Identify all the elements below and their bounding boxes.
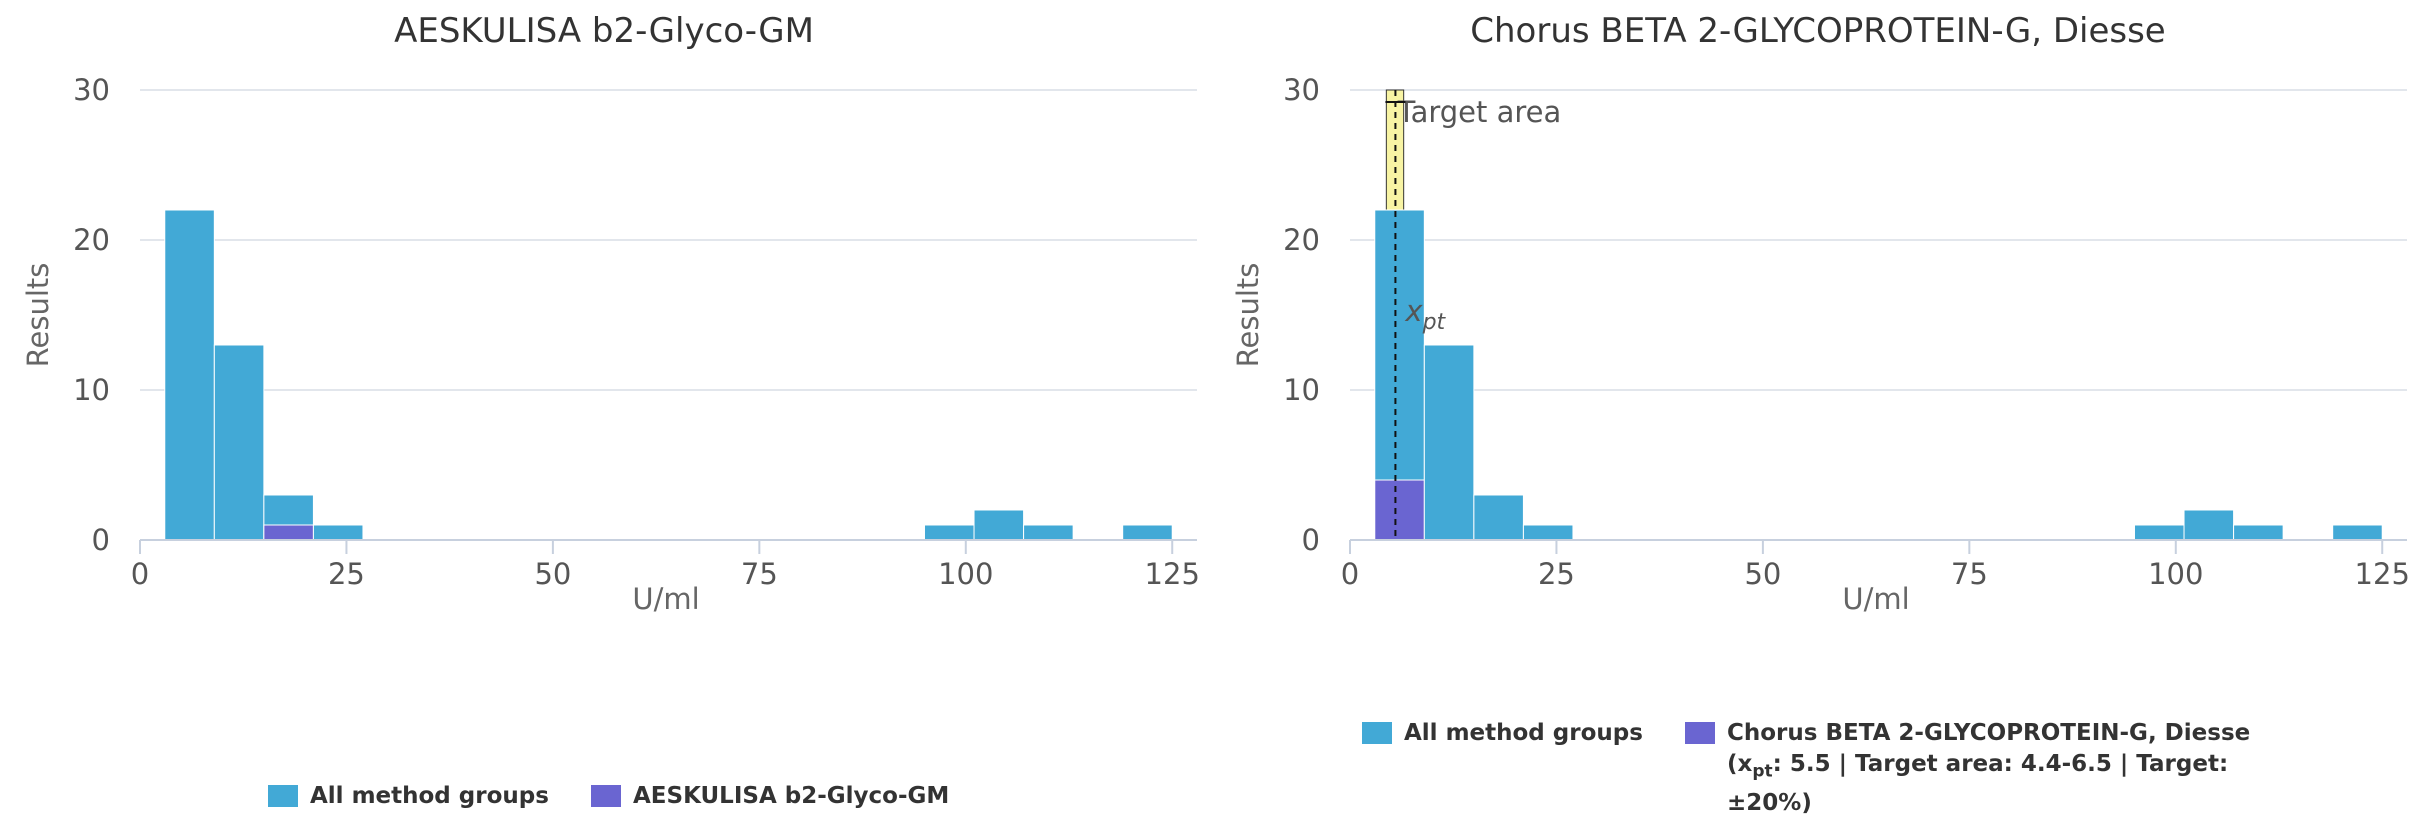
chart-title: Chorus BETA 2-GLYCOPROTEIN-G, Diesse	[1470, 11, 2165, 51]
bar-all-groups	[2332, 524, 2383, 541]
y-tick-label: 20	[1283, 223, 1320, 257]
histogram-chart-right: Chorus BETA 2-GLYCOPROTEIN-G, Diesse 0 10 2…	[1210, 0, 2427, 816]
bar-all-groups	[312, 524, 364, 541]
bar-all-groups	[973, 509, 1025, 541]
legend-swatch	[1362, 722, 1392, 744]
x-tick-label: 100	[2148, 557, 2203, 591]
legend-swatch	[1685, 722, 1715, 744]
legend-label: All method groups	[310, 783, 549, 809]
x-tick-label: 25	[328, 557, 365, 591]
xpt-label-sub: pt	[1422, 310, 1447, 335]
chart-left-canvas: AESKULISA b2-Glyco-GM 0 10 20 30 0 25 50 75 100 12…	[21, 11, 1200, 616]
legend-label: All method groups	[1404, 720, 1643, 746]
bar-all-groups	[164, 209, 215, 541]
bar-all-groups	[1522, 524, 1574, 541]
x-tick-label: 50	[1744, 557, 1781, 591]
y-axis-title: Results	[21, 263, 55, 368]
target-area-label: Target area	[1397, 95, 1562, 129]
y-tick-label: 20	[73, 223, 110, 257]
x-axis-title: U/ml	[1842, 582, 1909, 616]
bar-method	[263, 524, 314, 541]
y-tick-label: 0	[1302, 523, 1320, 557]
bar-all-groups	[2133, 524, 2185, 541]
histogram-chart-left: AESKULISA b2-Glyco-GM 0 10 20 30 0 25 50 75 100 12…	[0, 0, 1210, 811]
bar-all-groups	[2183, 509, 2235, 541]
legend-xpt-prefix: (x	[1727, 751, 1753, 777]
x-tick-label: 25	[1538, 557, 1575, 591]
x-tick-label: 75	[741, 557, 778, 591]
bar-all-groups	[923, 524, 975, 541]
x-tick-label: 125	[2355, 557, 2410, 591]
legend-swatch	[268, 785, 298, 807]
y-tick-label: 30	[73, 73, 110, 107]
bar-all-groups	[213, 344, 265, 541]
y-tick-label: 10	[1283, 373, 1320, 407]
x-axis-title: U/ml	[632, 582, 699, 616]
x-tick-label: 0	[1341, 557, 1359, 591]
legend-item-method[interactable]: AESKULISA b2-Glyco-GM	[591, 781, 949, 812]
chart-right-canvas: Chorus BETA 2-GLYCOPROTEIN-G, Diesse 0 10 2…	[1231, 11, 2410, 616]
x-tick-label: 0	[131, 557, 149, 591]
bar-all-groups	[1023, 524, 1074, 541]
y-tick-label: 30	[1283, 73, 1320, 107]
bar-all-groups	[1122, 524, 1173, 541]
legend-detail: : 5.5 | Target area: 4.4-6.5 | Target: ±…	[1727, 751, 2229, 816]
bar-all-groups	[1423, 344, 1475, 541]
legend-item-method[interactable]: Chorus BETA 2-GLYCOPROTEIN-G, Diesse (xp…	[1685, 718, 2267, 819]
y-tick-label: 0	[92, 523, 110, 557]
bar-all-groups	[1473, 494, 1524, 541]
x-tick-label: 125	[1145, 557, 1200, 591]
y-axis-title: Results	[1231, 263, 1265, 368]
bar-method	[1374, 479, 1425, 541]
bar-all-groups	[2233, 524, 2284, 541]
legend-method-text: Chorus BETA 2-GLYCOPROTEIN-G, Diesse (xp…	[1727, 718, 2267, 819]
x-tick-label: 75	[1951, 557, 1988, 591]
legend-label: AESKULISA b2-Glyco-GM	[633, 783, 950, 809]
legend-xpt-sub: pt	[1752, 761, 1773, 782]
legend-item-all-groups[interactable]: All method groups	[1362, 718, 1643, 749]
x-tick-label: 100	[938, 557, 993, 591]
y-tick-label: 10	[73, 373, 110, 407]
xpt-label: xpt	[1404, 294, 1446, 335]
x-tick-label: 50	[534, 557, 571, 591]
chart-title: AESKULISA b2-Glyco-GM	[394, 11, 814, 51]
xpt-label-main: x	[1404, 294, 1423, 328]
legend-label: Chorus BETA 2-GLYCOPROTEIN-G, Diesse	[1727, 720, 2251, 746]
legend-swatch	[591, 785, 621, 807]
legend-item-all-groups[interactable]: All method groups	[268, 781, 549, 812]
